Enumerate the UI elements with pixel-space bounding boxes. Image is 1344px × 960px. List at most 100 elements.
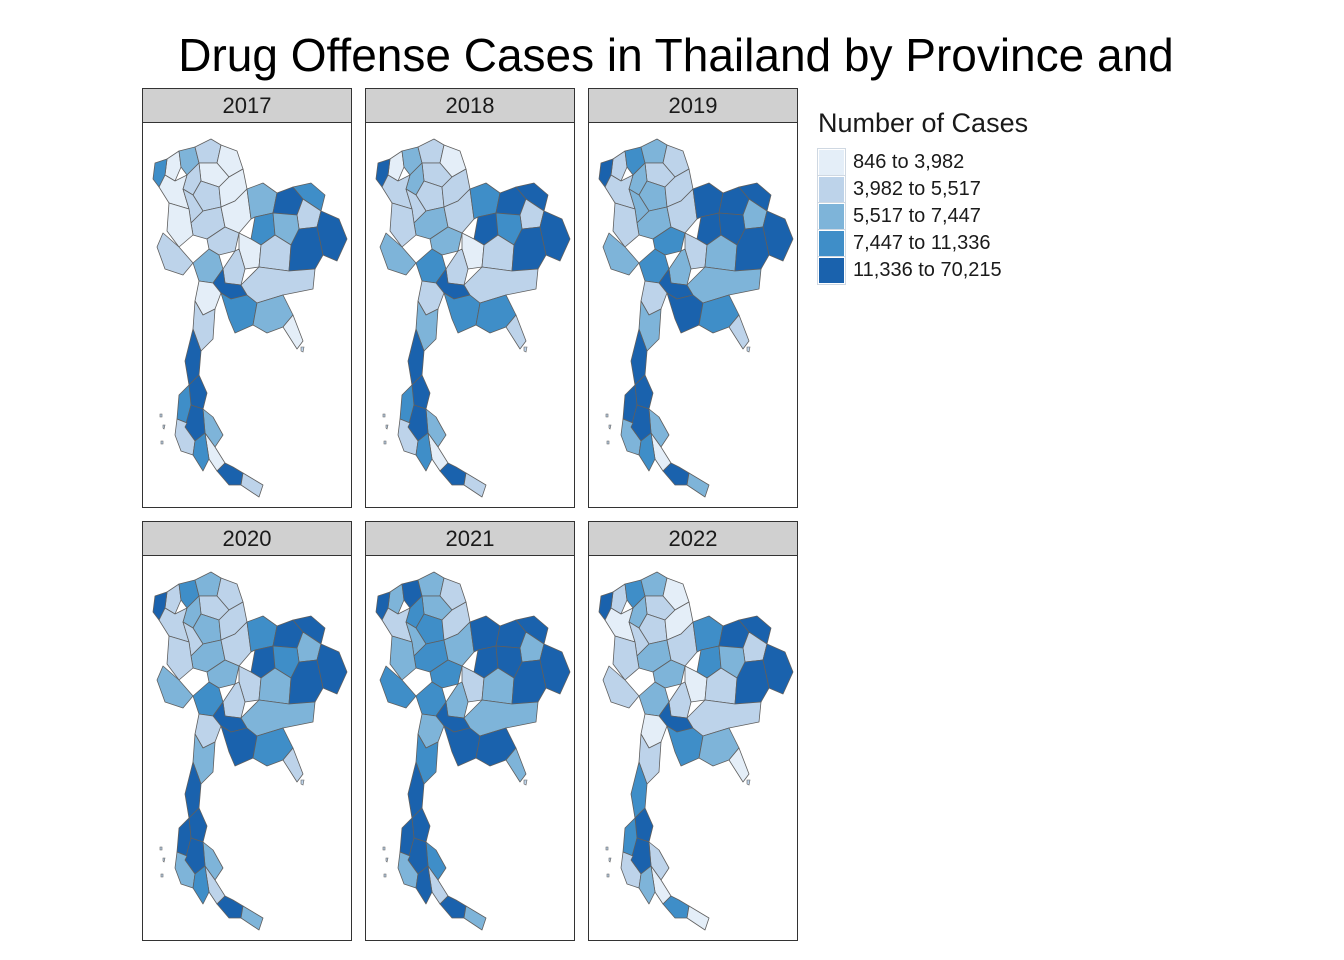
province-region (156, 665, 194, 709)
province-region (389, 635, 417, 681)
province-region (505, 314, 527, 350)
province-region (417, 571, 445, 597)
legend-item: 846 to 3,982 (817, 148, 1028, 177)
province-region (463, 266, 539, 304)
legend-item: 5,517 to 7,447 (817, 202, 1028, 231)
island-region (300, 346, 305, 353)
facet-strip-label: 2017 (143, 89, 351, 123)
province-region (166, 635, 194, 681)
province-region (192, 865, 210, 905)
facet-strip-label: 2020 (143, 522, 351, 556)
province-region (166, 202, 194, 248)
legend-swatch (817, 175, 846, 204)
island-region (159, 846, 163, 851)
legend-swatch (817, 229, 846, 258)
province-region (602, 232, 640, 276)
province-region (194, 571, 222, 597)
island-region (523, 346, 528, 353)
island-region (300, 779, 305, 786)
province-region (640, 138, 668, 164)
facet-panel-2022: 2022 (588, 521, 798, 941)
province-region (417, 138, 445, 164)
province-region (389, 202, 417, 248)
province-region (240, 699, 316, 737)
legend-label: 3,982 to 5,517 (853, 178, 981, 200)
island-region (606, 440, 610, 445)
province-region (463, 699, 539, 737)
island-region (746, 346, 751, 353)
thailand-province-map (375, 138, 571, 498)
thailand-province-map (598, 138, 794, 498)
facet-panel-2017: 2017 (142, 88, 352, 508)
province-region (738, 615, 772, 645)
province-region (375, 591, 391, 621)
province-region (686, 266, 762, 304)
province-region (282, 747, 304, 783)
province-region (598, 158, 614, 188)
province-region (240, 472, 264, 498)
province-region (152, 591, 168, 621)
province-region (640, 571, 668, 597)
legend-label: 7,447 to 11,336 (853, 232, 991, 254)
legend-label: 846 to 3,982 (853, 151, 965, 173)
island-region (385, 857, 389, 863)
island-region (746, 779, 751, 786)
thailand-province-map (375, 571, 571, 931)
province-region (686, 699, 762, 737)
province-region (598, 591, 614, 621)
province-region (240, 905, 264, 931)
thailand-province-map (152, 138, 348, 498)
province-region (415, 865, 433, 905)
island-region (605, 846, 609, 851)
legend-label: 5,517 to 7,447 (853, 205, 981, 227)
facet-strip-label: 2019 (589, 89, 797, 123)
province-region (152, 158, 168, 188)
island-region (162, 424, 166, 430)
legend-swatch (817, 148, 846, 177)
island-region (608, 857, 612, 863)
province-region (515, 615, 549, 645)
province-region (738, 182, 772, 212)
island-region (383, 440, 387, 445)
legend-label: 11,336 to 70,215 (853, 259, 1002, 281)
province-region (282, 314, 304, 350)
province-region (602, 665, 640, 709)
island-region (160, 873, 164, 878)
legend-item: 11,336 to 70,215 (817, 256, 1028, 285)
province-region (463, 905, 487, 931)
province-region (638, 432, 656, 472)
province-region (686, 905, 710, 931)
province-region (728, 747, 750, 783)
province-region (379, 232, 417, 276)
province-region (292, 615, 326, 645)
facet-strip-label: 2021 (366, 522, 574, 556)
province-region (505, 747, 527, 783)
legend-item: 7,447 to 11,336 (817, 229, 1028, 258)
legend-swatch (817, 256, 846, 285)
province-region (728, 314, 750, 350)
facet-strip-label: 2022 (589, 522, 797, 556)
province-region (375, 158, 391, 188)
island-region (382, 413, 386, 418)
island-region (159, 413, 163, 418)
facet-strip-label: 2018 (366, 89, 574, 123)
map-legend: Number of Cases 846 to 3,982 3,982 to 5,… (817, 108, 1028, 285)
facet-panel-2018: 2018 (365, 88, 575, 508)
province-region (612, 202, 640, 248)
facet-panel-2019: 2019 (588, 88, 798, 508)
province-region (612, 635, 640, 681)
province-region (194, 138, 222, 164)
legend-swatch (817, 202, 846, 231)
province-region (415, 432, 433, 472)
province-region (638, 865, 656, 905)
island-region (385, 424, 389, 430)
facet-panel-2020: 2020 (142, 521, 352, 941)
island-region (160, 440, 164, 445)
province-region (379, 665, 417, 709)
island-region (162, 857, 166, 863)
chart-title: Drug Offense Cases in Thailand by Provin… (178, 29, 1174, 81)
province-region (192, 432, 210, 472)
province-region (240, 266, 316, 304)
island-region (605, 413, 609, 418)
thailand-province-map (598, 571, 794, 931)
